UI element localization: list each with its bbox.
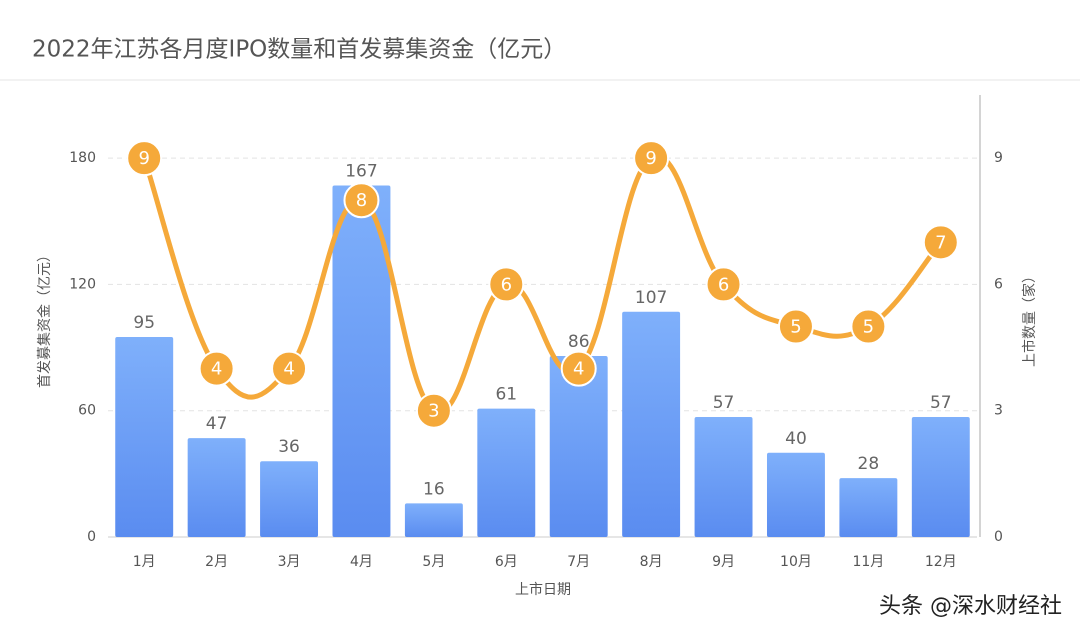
bar: [332, 185, 391, 537]
line-point: [343, 182, 380, 219]
bar: [260, 461, 319, 537]
x-tick-label: 1月: [133, 554, 156, 570]
bar-value-label: 47: [206, 414, 228, 434]
bar-value-label: 40: [785, 429, 807, 449]
y-tick-label: 120: [69, 276, 96, 292]
point-value-label: 4: [211, 359, 222, 380]
bar-value-label: 86: [568, 332, 590, 352]
line-point: [560, 350, 597, 387]
line-point: [415, 392, 452, 429]
point-value-label: 8: [356, 190, 367, 211]
bar-value-label: 36: [278, 437, 300, 457]
bar: [549, 355, 608, 537]
point-value-label: 3: [428, 401, 439, 422]
y2-tick-label: 0: [994, 529, 1003, 545]
bar-value-label: 28: [858, 454, 880, 474]
bar-value-label: 57: [930, 393, 952, 413]
bar-value-label: 16: [423, 479, 445, 499]
x-tick-label: 12月: [925, 554, 957, 570]
x-tick-label: 11月: [852, 554, 884, 570]
x-tick-label: 2月: [205, 554, 228, 570]
point-value-label: 5: [863, 317, 874, 338]
bar: [187, 438, 246, 537]
y2-axis-label: 上市数量（家）: [1021, 269, 1038, 367]
point-value-label: 6: [501, 274, 512, 295]
x-tick-label: 4月: [350, 554, 373, 570]
point-value-label: 7: [935, 232, 946, 253]
line-point: [705, 266, 742, 303]
bar: [766, 452, 825, 537]
point-value-label: 5: [790, 317, 801, 338]
y2-tick-label: 6: [994, 276, 1003, 292]
x-tick-label: 6月: [495, 554, 518, 570]
y-tick-label: 180: [69, 150, 96, 166]
bar: [694, 417, 753, 537]
bar: [911, 417, 970, 537]
x-tick-label: 9月: [712, 554, 735, 570]
x-tick-label: 8月: [640, 554, 663, 570]
x-tick-label: 7月: [567, 554, 590, 570]
bar-value-label: 167: [345, 162, 377, 182]
line-point: [777, 308, 814, 345]
bar: [115, 337, 174, 537]
bar-value-label: 61: [495, 385, 517, 405]
bar: [477, 408, 536, 537]
line-point: [922, 224, 959, 261]
x-tick-label: 10月: [780, 554, 812, 570]
line-point: [271, 350, 308, 387]
point-value-label: 4: [573, 359, 584, 380]
point-value-label: 9: [645, 148, 656, 169]
bar-value-label: 57: [713, 393, 735, 413]
y-tick-label: 0: [87, 529, 96, 545]
line-point: [488, 266, 525, 303]
point-value-label: 6: [718, 274, 729, 295]
y2-tick-label: 3: [994, 403, 1003, 419]
y2-tick-label: 9: [994, 150, 1003, 166]
line-point: [633, 140, 670, 177]
line-point: [198, 350, 235, 387]
bar-value-label: 95: [133, 313, 155, 333]
x-tick-label: 3月: [278, 554, 301, 570]
bar: [404, 503, 463, 537]
bar: [839, 478, 898, 537]
x-tick-label: 5月: [422, 554, 445, 570]
footer-watermark: 头条 @深水财经社: [879, 594, 1062, 619]
chart-title: 2022年江苏各月度IPO数量和首发募集资金（亿元）: [32, 37, 566, 63]
x-axis-label: 上市日期: [515, 581, 571, 598]
bar-value-label: 107: [635, 288, 667, 308]
line-point: [850, 308, 887, 345]
line-point: [126, 140, 163, 177]
y-axis-label: 首发募集资金（亿元）: [36, 248, 53, 388]
point-value-label: 9: [138, 148, 149, 169]
y-tick-label: 60: [78, 403, 96, 419]
point-value-label: 4: [283, 359, 294, 380]
bar: [622, 311, 681, 537]
